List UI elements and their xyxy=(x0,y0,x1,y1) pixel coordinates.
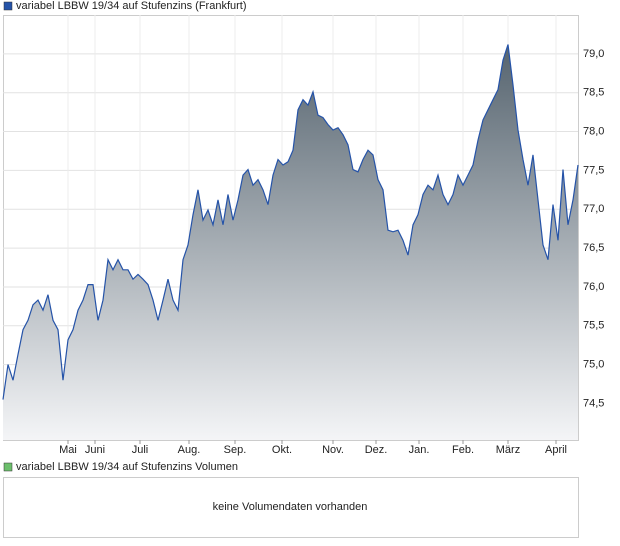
x-tick-label: April xyxy=(545,444,567,456)
y-tick-label: 74,5 xyxy=(583,397,604,409)
x-tick-label: Jan. xyxy=(409,444,430,456)
y-tick-label: 77,5 xyxy=(583,164,604,176)
no-volume-note: keine Volumendaten vorhanden xyxy=(213,501,368,513)
y-tick-label: 76,0 xyxy=(583,281,604,293)
y-tick-label: 75,0 xyxy=(583,359,604,371)
x-tick-label: März xyxy=(496,444,520,456)
volume-frame xyxy=(3,477,579,538)
y-tick-label: 78,5 xyxy=(583,87,604,99)
x-tick-label: Mai xyxy=(59,444,77,456)
x-tick-label: Juli xyxy=(132,444,149,456)
y-tick-label: 77,0 xyxy=(583,203,604,215)
legend-label: variabel LBBW 19/34 auf Stufenzins (Fran… xyxy=(16,0,247,12)
x-tick-label: Okt. xyxy=(272,444,292,456)
x-tick-label: Dez. xyxy=(365,444,388,456)
price-area xyxy=(3,44,578,440)
y-tick-label: 75,5 xyxy=(583,320,604,332)
legend-swatch xyxy=(3,1,13,11)
y-tick-label: 79,0 xyxy=(583,48,604,60)
legend-label: variabel LBBW 19/34 auf Stufenzins Volum… xyxy=(16,461,238,473)
y-tick-label: 76,5 xyxy=(583,242,604,254)
legend-swatch xyxy=(3,462,13,472)
price-line xyxy=(2,44,579,400)
x-tick-label: Aug. xyxy=(178,444,201,456)
x-tick-label: Sep. xyxy=(224,444,247,456)
x-tick-label: Nov. xyxy=(322,444,344,456)
x-tick-label: Feb. xyxy=(452,444,474,456)
y-tick-label: 78,0 xyxy=(583,125,604,137)
x-tick-label: Juni xyxy=(85,444,105,456)
